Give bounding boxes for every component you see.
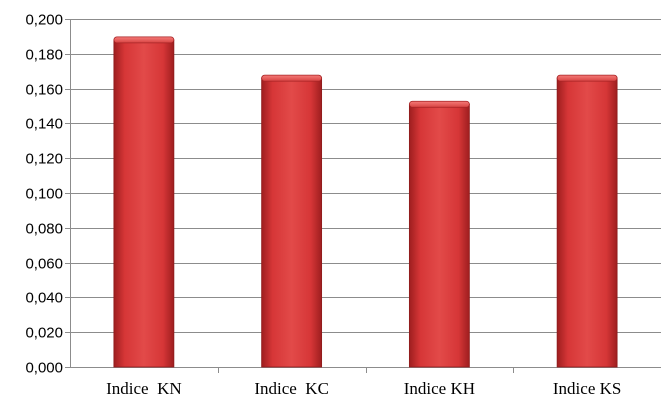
x-category-label: Indice KS — [553, 379, 621, 398]
x-category-label: Indice KN — [106, 379, 182, 398]
y-tick-label: 0,040 — [25, 290, 63, 307]
y-tick-label: 0,160 — [25, 82, 63, 99]
bar-cap — [408, 100, 470, 108]
y-tick-label: 0,200 — [25, 12, 63, 29]
bar-cap — [556, 74, 618, 82]
bars — [113, 36, 618, 368]
x-category-label: Indice KH — [404, 379, 475, 398]
bar — [556, 77, 618, 368]
bar — [113, 39, 175, 368]
y-tick-label: 0,100 — [25, 186, 63, 203]
y-tick-label: 0,120 — [25, 151, 63, 168]
y-tick-label: 0,060 — [25, 256, 63, 273]
bar-cap — [261, 74, 323, 82]
y-tick-label: 0,000 — [25, 360, 63, 377]
x-category-label: Indice KC — [254, 379, 329, 398]
y-tick-label: 0,180 — [25, 47, 63, 64]
bar-cap — [113, 36, 175, 44]
axes — [65, 19, 661, 373]
y-tick-label: 0,140 — [25, 116, 63, 133]
y-tick-label: 0,020 — [25, 325, 63, 342]
bar — [261, 77, 323, 368]
y-tick-label: 0,080 — [25, 221, 63, 238]
bar — [408, 103, 470, 368]
labels: 0,000 0,020 0,040 0,060 0,080 0,100 0,120 0,140… — [25, 12, 621, 399]
